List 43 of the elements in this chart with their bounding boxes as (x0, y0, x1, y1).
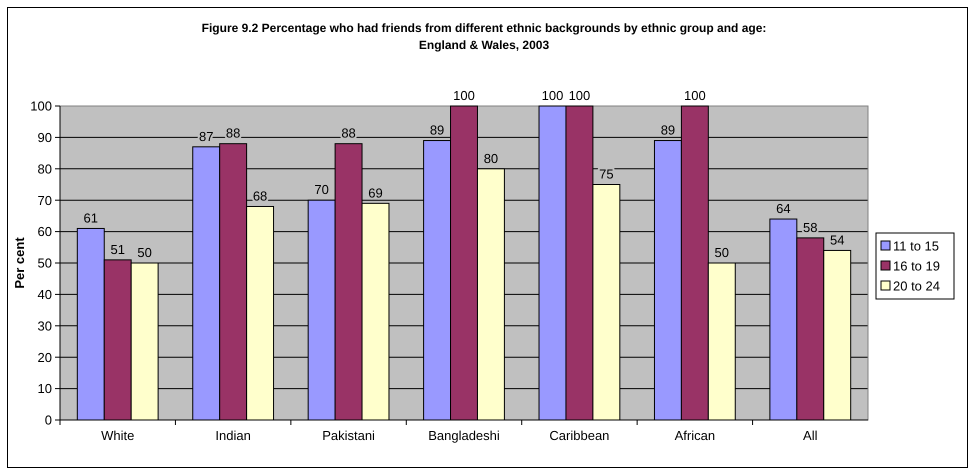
y-tick-label: 10 (38, 381, 52, 396)
y-tick-label: 20 (38, 350, 52, 365)
y-tick-label: 70 (38, 192, 52, 208)
chart-title: Figure 9.2 Percentage who had friends from different ethnic backgrounds by ethnic group and age: England & Wales, 2003 (202, 21, 766, 52)
data-label: 89 (660, 122, 676, 138)
data-label: 100 (542, 88, 564, 103)
data-label: 64 (776, 201, 791, 216)
data-label: 75 (599, 166, 614, 182)
data-label: 54 (830, 232, 844, 248)
data-label: 58 (803, 220, 818, 235)
data-label: 61 (84, 210, 98, 226)
data-label: 70 (314, 182, 329, 198)
legend-label: 20 to 24 (893, 278, 940, 294)
x-tick-label: Caribbean (549, 428, 610, 443)
data-label: 88 (341, 126, 356, 141)
data-label: 50 (137, 245, 152, 260)
y-tick-label: 0 (44, 412, 52, 428)
y-axis-title: Per cent (12, 236, 27, 289)
y-tick-label: 60 (38, 224, 52, 240)
data-label: 80 (484, 150, 498, 166)
data-label: 89 (430, 122, 444, 138)
x-tick-label: Pakistani (322, 428, 376, 443)
y-tick-label: 40 (38, 286, 52, 302)
x-tick-label: All (803, 428, 818, 443)
data-label: 50 (714, 245, 730, 260)
data-label: 100 (568, 88, 590, 103)
legend-label: 11 to 15 (893, 238, 940, 254)
y-tick-label: 30 (38, 318, 52, 334)
x-tick-label: African (674, 428, 716, 443)
y-tick-label: 80 (38, 161, 52, 176)
legend-label: 16 to 19 (893, 258, 940, 274)
x-tick-label: Indian (215, 428, 251, 443)
data-label: 69 (368, 185, 383, 200)
x-tick-label: Bangladeshi (428, 428, 500, 443)
y-tick-label: 90 (38, 130, 52, 145)
y-tick-label: 100 (30, 98, 52, 114)
data-label: 88 (226, 126, 240, 141)
data-label: 100 (684, 88, 706, 103)
data-label: 51 (110, 242, 125, 257)
y-tick-label: 50 (38, 256, 52, 271)
x-tick-label: White (101, 428, 134, 443)
data-label: 100 (453, 88, 475, 103)
data-label: 68 (252, 188, 268, 204)
